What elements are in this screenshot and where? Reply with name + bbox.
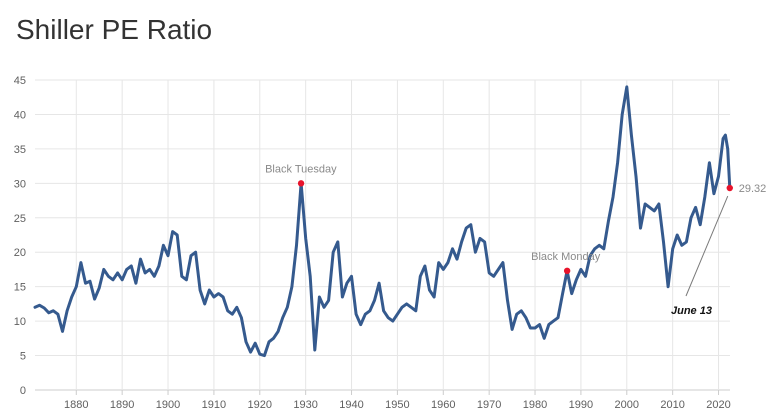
x-tick-label: 1930 [293, 399, 317, 411]
y-tick-label: 0 [20, 385, 26, 397]
last-value-label: 29.32 [739, 183, 767, 195]
x-axis: 1880 1890 1900 1910 1920 1930 1940 1950 1960 1970… [64, 390, 731, 411]
x-tick-label: 1920 [248, 399, 272, 411]
x-tick-label: 1970 [477, 399, 501, 411]
highlight-label: Black Monday [531, 251, 601, 263]
x-tick-label: 1890 [110, 399, 134, 411]
chart-title: Shiller PE Ratio [16, 14, 213, 45]
callout-pointer-line [685, 195, 729, 297]
x-tick-label: 1880 [64, 399, 88, 411]
y-tick-label: 40 [14, 109, 26, 121]
x-tick-label: 1910 [202, 399, 226, 411]
x-tick-label: 2010 [660, 399, 684, 411]
last-value-point [726, 184, 733, 192]
y-tick-label: 45 [14, 75, 26, 87]
callout-label: June 13 [671, 305, 712, 317]
x-tick-label: 2000 [615, 399, 639, 411]
y-tick-label: 5 [20, 351, 26, 363]
highlight-point [563, 267, 571, 275]
x-tick-label: 1900 [156, 399, 180, 411]
x-tick-label: 2020 [706, 399, 730, 411]
y-axis: 0 5 10 15 20 25 30 35 40 45 [14, 75, 26, 397]
highlight-points: Black Tuesday Black Monday 29.32 [265, 163, 767, 275]
highlight-point [297, 180, 305, 187]
x-tick-label: 1950 [385, 399, 409, 411]
x-tick-label: 1940 [339, 399, 363, 411]
y-tick-label: 15 [14, 282, 26, 294]
y-tick-label: 20 [14, 247, 26, 259]
y-tick-label: 35 [14, 144, 26, 156]
highlight-label: Black Tuesday [265, 163, 337, 175]
gridlines [35, 79, 730, 391]
x-tick-label: 1960 [431, 399, 455, 411]
x-tick-label: 1980 [523, 399, 547, 411]
y-tick-label: 25 [14, 213, 26, 225]
y-tick-label: 30 [14, 178, 26, 190]
pe-ratio-line [33, 85, 732, 358]
y-tick-label: 10 [14, 316, 26, 328]
x-tick-label: 1990 [569, 399, 593, 411]
